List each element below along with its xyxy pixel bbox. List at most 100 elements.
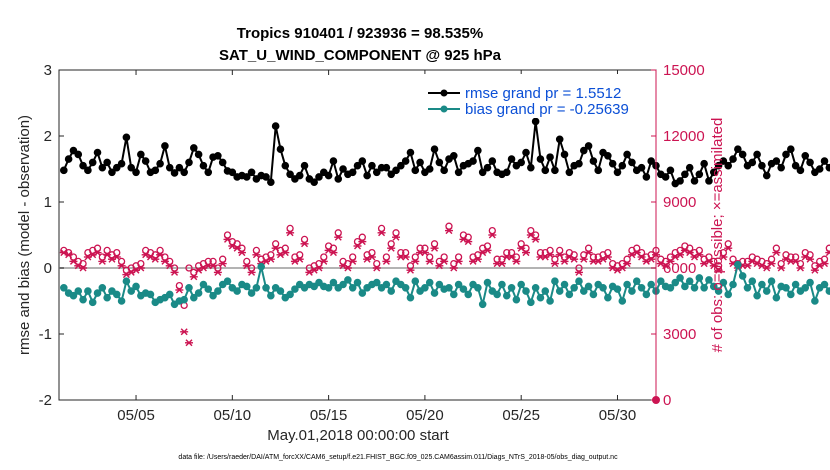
bias-point <box>247 289 256 297</box>
rmse-point <box>310 178 318 186</box>
obs-assimilated-point <box>546 251 555 259</box>
rmse-point <box>709 168 718 177</box>
legend-rmse-marker <box>440 89 448 97</box>
obs-assimilated-point <box>209 262 218 270</box>
bias-point <box>647 280 655 289</box>
bias-point <box>84 287 92 295</box>
bias-point <box>820 280 829 289</box>
rmse-point <box>483 163 492 172</box>
obs-possible-point <box>113 248 121 257</box>
bias-point <box>657 277 665 286</box>
bias-point <box>618 297 627 305</box>
chart-title-line1: Tropics 910401 / 923936 = 98.535% <box>237 25 483 42</box>
rmse-point <box>522 148 530 157</box>
obs-possible-point <box>272 240 280 248</box>
obs-assimilated-point <box>430 244 439 252</box>
bias-point <box>329 278 338 287</box>
bias-point <box>421 284 429 292</box>
x-tick-label: 05/25 <box>502 407 540 424</box>
rmse-point <box>247 168 256 177</box>
obs-assimilated-point <box>358 238 367 246</box>
obs-possible-point <box>551 255 559 263</box>
rmse-point <box>517 158 525 167</box>
bias-point <box>122 277 131 286</box>
obs-possible-point <box>536 248 545 257</box>
bias-point <box>676 274 684 282</box>
obs-assimilated-point <box>796 264 805 272</box>
bias-point <box>709 282 718 291</box>
rmse-point <box>507 155 516 163</box>
bias-point <box>435 280 444 289</box>
bias-point <box>190 293 198 302</box>
legend-rmse-label: rmse grand pr = 1.5512 <box>465 85 621 102</box>
bias-point <box>69 291 78 300</box>
bias-point <box>387 287 396 295</box>
bias-point <box>209 291 217 300</box>
obs-assimilated-point <box>420 249 429 257</box>
rmse-point <box>300 161 309 170</box>
obs-assimilated-point <box>473 255 482 263</box>
chart-title-line2: SAT_U_WIND_COMPONENT @ 925 hPa <box>219 47 502 64</box>
bias-point <box>589 290 598 299</box>
rmse-point <box>262 173 270 181</box>
rmse-point <box>353 161 362 170</box>
rmse-point <box>79 161 87 170</box>
obs-assimilated-point <box>574 268 583 276</box>
bias-point <box>493 290 501 299</box>
bias-point <box>637 284 646 292</box>
bias-point <box>762 287 771 295</box>
bias-point <box>604 293 612 302</box>
obs-possible-point <box>825 244 830 252</box>
bias-point <box>801 284 810 292</box>
bias-point <box>517 280 525 289</box>
rmse-point <box>180 168 188 177</box>
rmse-point <box>334 175 343 183</box>
obs-possible-point <box>286 224 294 233</box>
rmse-point <box>435 158 444 167</box>
bias-point <box>252 284 261 292</box>
bias-point <box>276 287 285 295</box>
obs-possible-point <box>252 246 261 255</box>
bias-point <box>743 284 752 292</box>
bias-point <box>565 290 574 299</box>
rmse-point <box>363 171 371 180</box>
obs-assimilated-point <box>512 257 521 265</box>
rmse-point <box>628 158 636 167</box>
rmse-point <box>758 161 766 170</box>
obs-assimilated-point <box>791 257 800 265</box>
obs-assimilated-point <box>189 273 198 281</box>
bias-point <box>531 284 540 292</box>
obs-assimilated-point <box>300 240 309 248</box>
obs-possible-point <box>623 255 631 263</box>
obs-possible-point <box>175 281 184 290</box>
rmse-point <box>103 158 111 167</box>
obs-assimilated-point <box>555 251 564 259</box>
obs-assimilated-point <box>343 264 352 272</box>
rmse-point <box>228 168 237 177</box>
obs-assimilated-point <box>488 231 497 239</box>
rmse-point <box>719 157 728 165</box>
obs-assimilated-point <box>425 257 434 265</box>
bias-point <box>315 278 323 287</box>
rmse-point <box>315 173 323 181</box>
bias-point <box>642 290 651 299</box>
rmse-series <box>60 117 830 188</box>
obs-possible-point <box>517 240 525 248</box>
obs-possible-point <box>243 257 251 266</box>
obs-assimilated-point <box>411 257 420 265</box>
obs-assimilated-point <box>170 268 179 276</box>
bias-point <box>628 287 636 295</box>
obs-possible-point <box>334 229 342 237</box>
obs-assimilated-point <box>117 262 126 270</box>
obs-assimilated-point <box>454 257 463 265</box>
bias-point <box>242 282 251 291</box>
obs-assimilated-point <box>213 268 222 276</box>
bias-point <box>502 291 511 300</box>
left-y-tick-label: 3 <box>44 62 52 79</box>
bias-point <box>714 287 723 295</box>
obs-assimilated-point <box>314 264 323 272</box>
obs-possible-point <box>411 253 419 261</box>
bias-point <box>344 276 352 284</box>
obs-assimilated-point <box>348 257 357 265</box>
obs-possible-point <box>695 246 703 255</box>
